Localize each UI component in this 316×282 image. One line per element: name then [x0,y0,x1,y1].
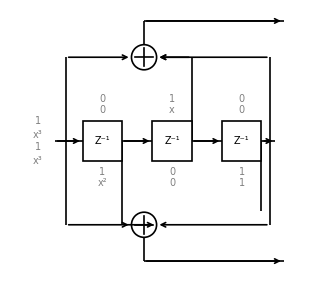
Text: Z⁻¹: Z⁻¹ [94,136,110,146]
Text: 0: 0 [99,94,105,104]
Text: x²: x² [97,178,107,188]
Text: Z⁻¹: Z⁻¹ [164,136,180,146]
Text: Z⁻¹: Z⁻¹ [234,136,250,146]
Text: 1: 1 [239,178,245,188]
Text: 1: 1 [169,94,175,104]
Text: x³: x³ [33,156,43,166]
Text: 0: 0 [169,178,175,188]
Circle shape [131,212,157,237]
Bar [82,122,122,160]
Text: 0: 0 [99,105,105,115]
Text: 0: 0 [169,167,175,177]
Text: 0: 0 [239,94,245,104]
Text: 1: 1 [239,167,245,177]
Bar [152,122,191,160]
Bar [222,122,261,160]
Text: 1: 1 [35,142,41,152]
Circle shape [131,45,157,70]
Text: 1: 1 [35,116,41,126]
Text: 1: 1 [99,167,105,177]
Text: x³: x³ [33,130,43,140]
Text: 0: 0 [239,105,245,115]
Text: x: x [169,105,175,115]
